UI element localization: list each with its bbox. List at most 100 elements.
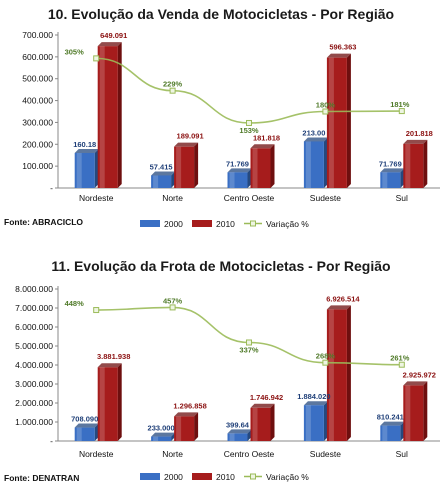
data-label-2000: 1.884.020 xyxy=(297,392,330,401)
category-label: Centro Oeste xyxy=(224,449,275,459)
bar-2010-face xyxy=(97,46,118,188)
bar-2010 xyxy=(174,412,199,441)
bar-2010 xyxy=(403,381,428,441)
data-label-2010: 2.925.972 xyxy=(403,370,436,379)
bar-2000-shine xyxy=(382,425,388,441)
chart-1: 10. Evolução da Venda de Motocicletas - … xyxy=(4,6,440,229)
variation-label: 229% xyxy=(163,80,183,89)
y-tick-label: 100.000 xyxy=(22,161,53,171)
legend: 2000 2010 Variação % xyxy=(140,472,309,482)
variation-point xyxy=(169,87,176,94)
bar-2010-side xyxy=(423,139,428,188)
category-label: Norte xyxy=(162,193,183,203)
category-label: Centro Oeste xyxy=(224,193,275,203)
bar-2000-top xyxy=(74,148,99,153)
y-tick-label: 7.000.000 xyxy=(15,303,53,313)
variation-point xyxy=(322,359,329,366)
variation-point xyxy=(398,361,405,368)
variation-point xyxy=(246,119,252,126)
bar-2000-shine xyxy=(305,405,311,441)
variation-label: 268% xyxy=(316,352,336,361)
legend-label-2000: 2000 xyxy=(164,472,183,482)
bar-2010-face xyxy=(326,309,347,441)
bar-2010-top xyxy=(326,305,351,310)
data-label-2010: 649.091 xyxy=(100,31,127,40)
source-note: Fonte: ABRACICLO xyxy=(4,217,83,227)
variation-line xyxy=(96,57,402,124)
bar-2010-face xyxy=(174,146,195,188)
chart-title: 10. Evolução da Venda de Motocicletas - … xyxy=(48,6,394,22)
bar-2000-shine xyxy=(153,175,159,188)
bar-2000-top xyxy=(74,423,99,428)
data-label-2000: 160.18 xyxy=(73,140,96,149)
bar-2010-top xyxy=(326,53,351,58)
legend-label-2010: 2010 xyxy=(216,219,235,229)
category-label: Sul xyxy=(396,193,408,203)
category-label: Sudeste xyxy=(310,449,341,459)
bar-2010-face xyxy=(403,143,424,188)
bar-2000-face xyxy=(151,175,172,188)
bar-2010 xyxy=(403,139,428,188)
bar-2010-side xyxy=(346,53,351,189)
bar-2000-top xyxy=(303,401,328,406)
variation-line xyxy=(96,306,402,366)
bar-2010 xyxy=(97,42,122,188)
bar-2000 xyxy=(380,168,405,188)
data-label-2000: 71.769 xyxy=(226,159,249,168)
bar-2000-face xyxy=(303,405,324,441)
bar-2010-face xyxy=(174,416,195,441)
variation-point xyxy=(246,339,252,346)
bar-2010 xyxy=(326,53,351,189)
bar-2000 xyxy=(303,137,328,188)
legend: 2000 2010 Variação % xyxy=(140,219,309,229)
bar-2000-face xyxy=(380,425,401,441)
bar-2010-face xyxy=(403,385,424,441)
bar-2010 xyxy=(326,305,351,441)
category-label: Nordeste xyxy=(79,193,114,203)
bar-2010-side xyxy=(346,305,351,441)
variation-label: 448% xyxy=(65,299,85,308)
bar-2010-shine xyxy=(252,407,258,441)
data-label-2000: 71.769 xyxy=(379,159,402,168)
data-label-2010: 3.881.938 xyxy=(97,352,130,361)
bar-2000-shine xyxy=(382,172,388,188)
y-tick-label: 5.000.000 xyxy=(15,341,53,351)
chart-title: 11. Evolução da Frota de Motocicletas - … xyxy=(51,258,390,274)
bar-2000-shine xyxy=(305,141,311,188)
variation-point xyxy=(322,108,329,115)
bar-2010-shine xyxy=(99,367,105,441)
bar-2010-side xyxy=(270,144,275,188)
bar-2000-face xyxy=(151,436,172,441)
data-label-2000: 57.415 xyxy=(150,162,173,171)
bar-2000-face xyxy=(227,172,248,188)
bar-2000-top xyxy=(151,171,176,176)
bar-2010-side xyxy=(117,42,122,188)
legend-swatch-2010 xyxy=(192,473,212,480)
bar-2000-shine xyxy=(76,152,82,188)
bar-2010-top xyxy=(250,144,275,149)
y-tick-label: 300.000 xyxy=(22,117,53,127)
bar-2000 xyxy=(303,401,328,441)
bar-2010 xyxy=(174,142,199,188)
data-label-2000: 708.090 xyxy=(71,415,98,424)
y-tick-label: 4.000.000 xyxy=(15,360,53,370)
bar-2010-face xyxy=(326,57,347,189)
bar-2000 xyxy=(151,171,176,188)
bar-2010-top xyxy=(250,403,275,408)
bar-2010-side xyxy=(117,363,122,441)
y-tick-label: - xyxy=(50,183,53,193)
bar-2010-shine xyxy=(405,143,411,188)
bar-2000-face xyxy=(303,141,324,188)
bar-2010-side xyxy=(194,412,199,441)
y-tick-label: - xyxy=(50,436,53,446)
bar-2010-side xyxy=(270,403,275,441)
legend-label-variation: Variação % xyxy=(266,219,309,229)
y-tick-label: 2.000.000 xyxy=(15,398,53,408)
data-label-2010: 201.818 xyxy=(406,129,433,138)
data-label-2010: 6.926.514 xyxy=(326,294,360,303)
legend-label-2010: 2010 xyxy=(216,472,235,482)
variation-point xyxy=(93,55,100,62)
bar-2010 xyxy=(250,144,275,188)
bar-2010-shine xyxy=(176,416,182,441)
bar-2010-shine xyxy=(328,57,334,189)
